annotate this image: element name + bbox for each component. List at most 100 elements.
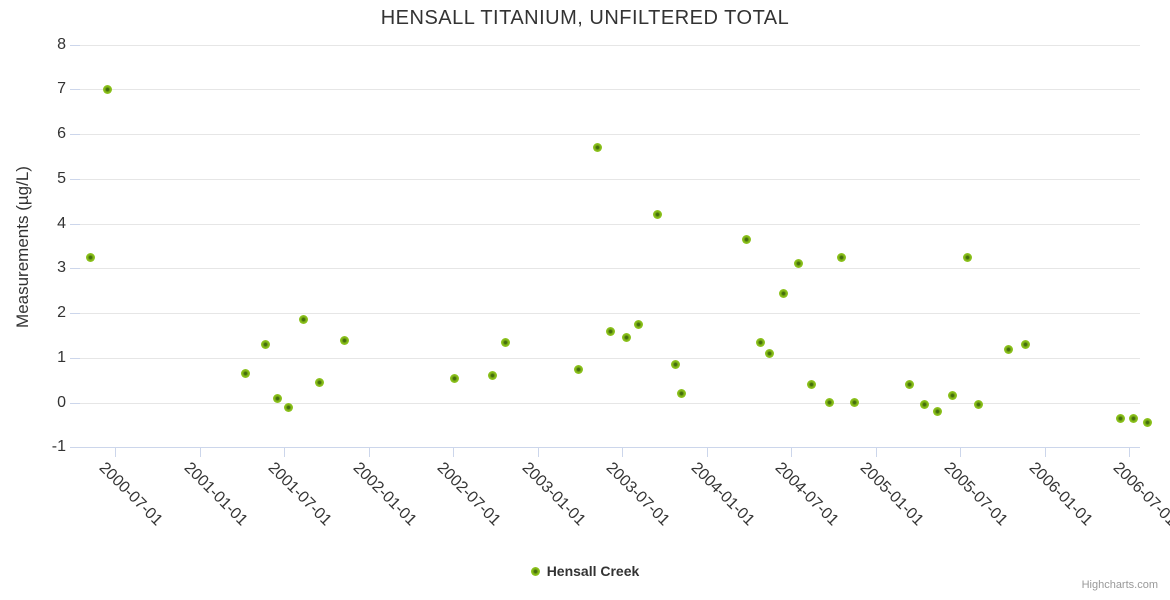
y-axis-tick: [70, 313, 80, 315]
x-axis-tick: [791, 447, 793, 457]
data-point[interactable]: [450, 373, 460, 383]
y-gridline: [80, 313, 1140, 315]
y-axis-label: 7: [57, 80, 66, 98]
data-point[interactable]: [340, 335, 350, 345]
highcharts-credit[interactable]: Highcharts.com: [1081, 579, 1158, 591]
y-axis-label: 6: [57, 125, 66, 143]
x-axis-label: 2001-01-01: [180, 459, 251, 530]
x-axis-tick: [959, 447, 961, 457]
y-axis-tick: [70, 89, 80, 91]
data-point[interactable]: [86, 252, 96, 262]
y-gridline: [80, 178, 1140, 180]
x-axis-label: 2005-01-01: [856, 459, 927, 530]
data-point[interactable]: [622, 333, 632, 343]
data-point[interactable]: [652, 210, 662, 220]
x-axis-label: 2006-07-01: [1109, 459, 1170, 530]
data-point[interactable]: [794, 259, 804, 269]
x-axis-tick: [369, 447, 371, 457]
y-axis-label: 0: [57, 393, 66, 411]
y-gridline: [80, 44, 1140, 46]
x-axis-label: 2004-01-01: [687, 459, 758, 530]
data-point[interactable]: [974, 399, 984, 409]
y-axis-label: 4: [57, 214, 66, 232]
y-gridline: [80, 357, 1140, 359]
y-axis-label: 1: [57, 348, 66, 366]
data-point[interactable]: [671, 360, 681, 370]
data-point[interactable]: [1128, 413, 1138, 423]
data-point[interactable]: [905, 380, 915, 390]
data-point[interactable]: [1003, 344, 1013, 354]
x-axis-tick: [537, 447, 539, 457]
data-point[interactable]: [102, 84, 112, 94]
x-axis-tick: [1128, 447, 1130, 457]
x-axis-label: 2003-01-01: [518, 459, 589, 530]
data-point[interactable]: [299, 315, 309, 325]
data-point[interactable]: [1020, 340, 1030, 350]
data-point[interactable]: [933, 407, 943, 417]
data-point[interactable]: [261, 340, 271, 350]
legend: Hensall Creek: [0, 563, 1170, 579]
y-axis-label: 8: [57, 35, 66, 53]
data-point[interactable]: [487, 371, 497, 381]
data-point[interactable]: [593, 143, 603, 153]
x-axis-line: [80, 447, 1140, 448]
y-gridline: [80, 134, 1140, 136]
data-point[interactable]: [836, 252, 846, 262]
y-gridline: [80, 268, 1140, 270]
data-point[interactable]: [283, 402, 293, 412]
y-axis-label: 2: [57, 304, 66, 322]
data-point[interactable]: [948, 391, 958, 401]
x-axis-tick: [876, 447, 878, 457]
data-point[interactable]: [807, 380, 817, 390]
x-axis-label: 2004-07-01: [771, 459, 842, 530]
data-point[interactable]: [677, 389, 687, 399]
y-gridline: [80, 402, 1140, 404]
legend-label: Hensall Creek: [546, 563, 640, 579]
x-axis-label: 2001-07-01: [264, 459, 335, 530]
x-axis-label: 2005-07-01: [940, 459, 1011, 530]
x-axis-tick: [621, 447, 623, 457]
data-point[interactable]: [500, 337, 510, 347]
x-axis-tick: [283, 447, 285, 457]
data-point[interactable]: [920, 400, 930, 410]
data-point[interactable]: [273, 393, 283, 403]
y-axis-tick: [70, 447, 80, 449]
legend-item-hensall-creek[interactable]: Hensall Creek: [530, 563, 640, 579]
x-axis-label: 2002-01-01: [349, 459, 420, 530]
y-gridline: [80, 223, 1140, 225]
y-axis-tick: [70, 134, 80, 136]
data-point[interactable]: [1116, 413, 1126, 423]
x-axis-tick: [1045, 447, 1047, 457]
x-axis-tick: [452, 447, 454, 457]
data-point[interactable]: [634, 319, 644, 329]
data-point[interactable]: [241, 369, 251, 379]
x-axis-tick: [115, 447, 116, 457]
data-point[interactable]: [963, 252, 973, 262]
y-axis-tick: [70, 357, 80, 359]
data-point[interactable]: [755, 337, 765, 347]
y-axis-label: 3: [57, 259, 66, 277]
data-point[interactable]: [849, 398, 859, 408]
y-axis-tick: [70, 44, 80, 46]
y-gridline: [80, 89, 1140, 91]
legend-marker-icon: [530, 566, 540, 576]
y-axis-label: 5: [57, 169, 66, 187]
y-axis-label: -1: [51, 438, 66, 456]
x-axis-tick: [200, 447, 202, 457]
data-point[interactable]: [314, 378, 324, 388]
data-point[interactable]: [574, 364, 584, 374]
data-point[interactable]: [778, 288, 788, 298]
data-point[interactable]: [765, 348, 775, 358]
chart-title: HENSALL TITANIUM, UNFILTERED TOTAL: [380, 7, 790, 29]
y-axis-tick: [70, 178, 80, 180]
x-axis-tick: [706, 447, 708, 457]
data-point[interactable]: [742, 234, 752, 244]
data-point[interactable]: [824, 398, 834, 408]
x-axis-label: 2003-07-01: [602, 459, 673, 530]
data-point[interactable]: [1142, 418, 1152, 428]
x-axis-label: 2006-01-01: [1025, 459, 1096, 530]
y-axis-tick: [70, 223, 80, 225]
data-point[interactable]: [606, 326, 616, 336]
x-axis-label: 2002-07-01: [433, 459, 504, 530]
